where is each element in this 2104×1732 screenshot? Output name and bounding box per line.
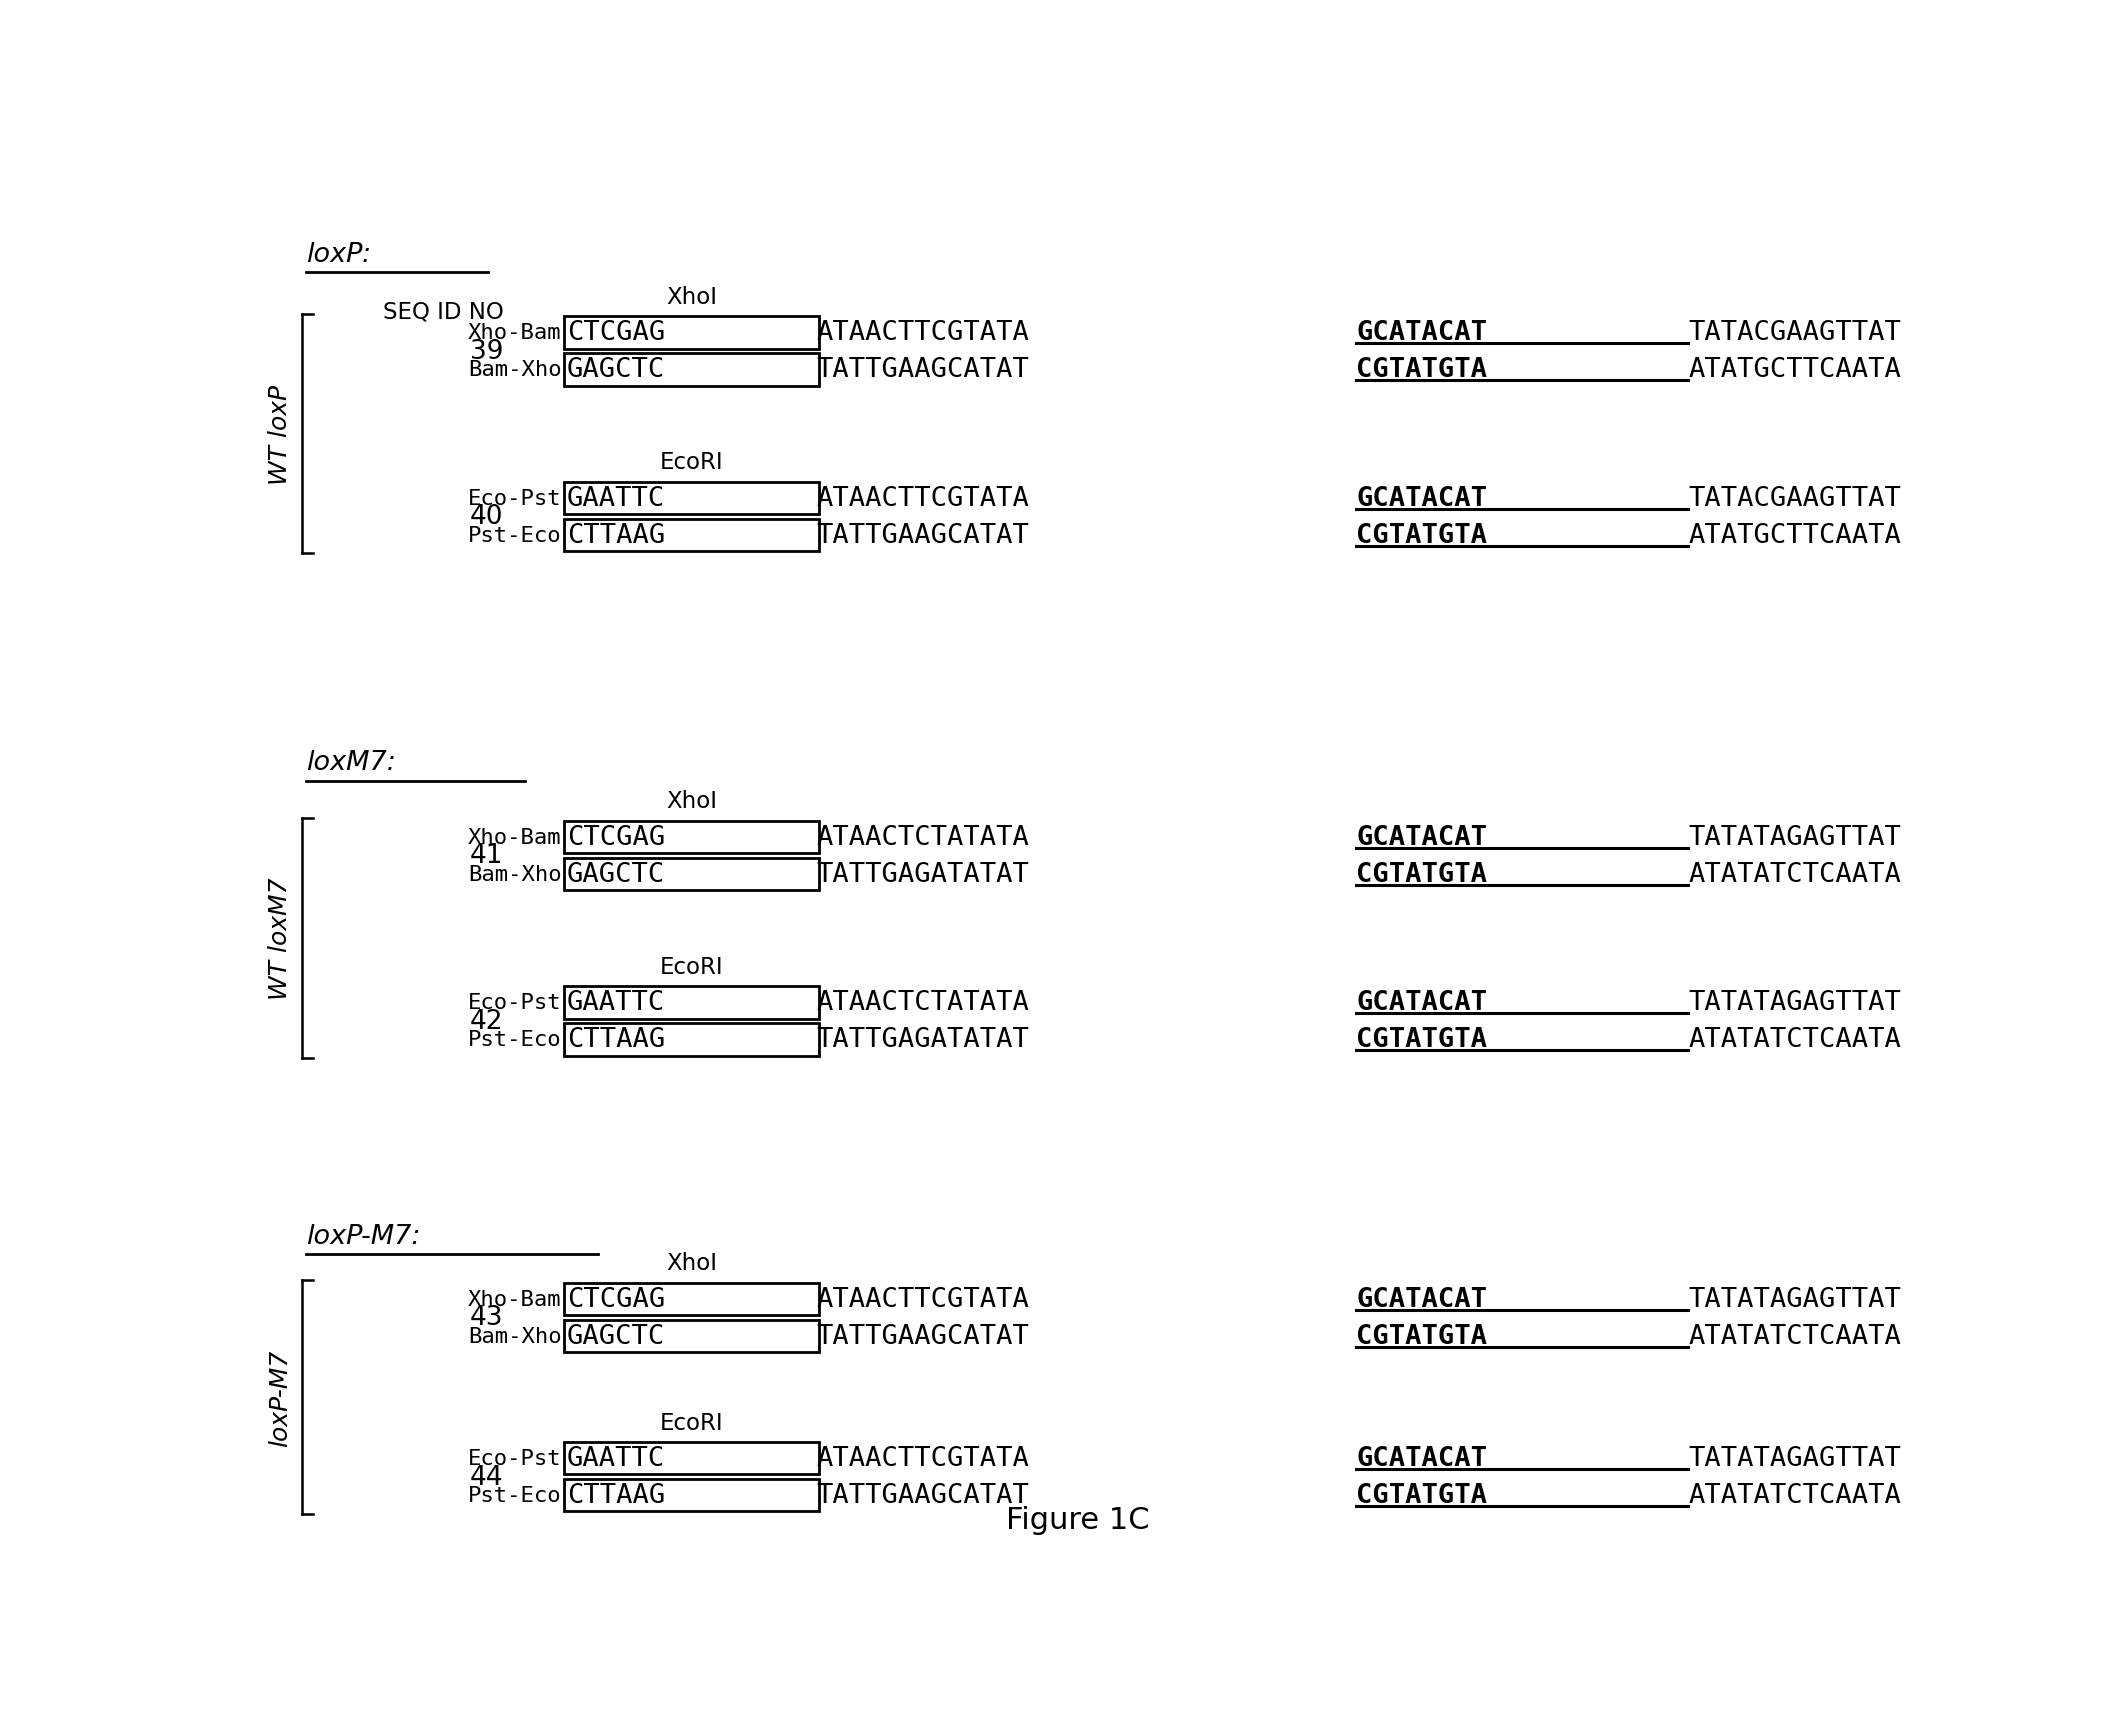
Text: Eco-Pst: Eco-Pst — [467, 992, 562, 1013]
Text: XhoI: XhoI — [667, 1252, 717, 1275]
Text: ATAACTTCGTATA: ATAACTTCGTATA — [816, 1446, 1029, 1472]
Text: CTCGAG: CTCGAG — [566, 824, 665, 850]
Text: Bam-Xho: Bam-Xho — [467, 360, 562, 381]
Text: EcoRI: EcoRI — [661, 450, 724, 475]
Text: ATATATCTCAATA: ATATATCTCAATA — [1687, 1483, 1902, 1509]
Text: CTCGAG: CTCGAG — [566, 1287, 665, 1313]
Text: loxP-M7: loxP-M7 — [267, 1349, 292, 1446]
Text: Bam-Xho: Bam-Xho — [467, 1327, 562, 1346]
Text: CGTATGTA: CGTATGTA — [1357, 1027, 1488, 1053]
Text: 39: 39 — [469, 339, 503, 365]
Text: TATTGAAGCATAT: TATTGAAGCATAT — [816, 357, 1029, 383]
Text: ATAACTTCGTATA: ATAACTTCGTATA — [816, 1287, 1029, 1313]
Text: loxM7:: loxM7: — [305, 750, 396, 776]
Text: Xho-Bam: Xho-Bam — [467, 324, 562, 343]
Bar — [564, 821, 818, 854]
Text: TATACGAAGTTAT: TATACGAAGTTAT — [1687, 485, 1902, 511]
Text: GAGCTC: GAGCTC — [566, 357, 665, 383]
Text: TATACGAAGTTAT: TATACGAAGTTAT — [1687, 320, 1902, 346]
Text: TATATAGAGTTAT: TATATAGAGTTAT — [1687, 824, 1902, 850]
Text: GAATTC: GAATTC — [566, 989, 665, 1015]
Text: TATTGAGATATAT: TATTGAGATATAT — [816, 861, 1029, 887]
Text: loxP:: loxP: — [305, 242, 370, 268]
Text: GCATACAT: GCATACAT — [1357, 989, 1488, 1015]
Text: TATATAGAGTTAT: TATATAGAGTTAT — [1687, 989, 1902, 1015]
Bar — [564, 857, 818, 890]
Text: 43: 43 — [469, 1304, 503, 1330]
Text: CGTATGTA: CGTATGTA — [1357, 1483, 1488, 1509]
Bar — [564, 317, 818, 350]
Text: ATAACTCTATATA: ATAACTCTATATA — [816, 989, 1029, 1015]
Bar — [564, 483, 818, 514]
Text: CTCGAG: CTCGAG — [566, 320, 665, 346]
Text: XhoI: XhoI — [667, 286, 717, 308]
Text: TATTGAGATATAT: TATTGAGATATAT — [816, 1027, 1029, 1053]
Text: ATAACTTCGTATA: ATAACTTCGTATA — [816, 320, 1029, 346]
Text: GAGCTC: GAGCTC — [566, 861, 665, 887]
Text: TATATAGAGTTAT: TATATAGAGTTAT — [1687, 1446, 1902, 1472]
Text: GAGCTC: GAGCTC — [566, 1323, 665, 1349]
Text: ATAACTTCGTATA: ATAACTTCGTATA — [816, 485, 1029, 511]
Text: 42: 42 — [469, 1008, 503, 1034]
Text: EcoRI: EcoRI — [661, 1412, 724, 1434]
Text: CGTATGTA: CGTATGTA — [1357, 861, 1488, 887]
Text: GCATACAT: GCATACAT — [1357, 1446, 1488, 1472]
Text: WT loxM7: WT loxM7 — [267, 878, 292, 999]
Bar — [564, 987, 818, 1018]
Text: Eco-Pst: Eco-Pst — [467, 1448, 562, 1469]
Text: XhoI: XhoI — [667, 790, 717, 812]
Bar — [564, 520, 818, 553]
Text: Bam-Xho: Bam-Xho — [467, 864, 562, 885]
Text: GCATACAT: GCATACAT — [1357, 320, 1488, 346]
Bar — [564, 1320, 818, 1353]
Text: CTTAAG: CTTAAG — [566, 1483, 665, 1509]
Text: GCATACAT: GCATACAT — [1357, 485, 1488, 511]
Bar — [564, 1283, 818, 1315]
Text: ATATATCTCAATA: ATATATCTCAATA — [1687, 1323, 1902, 1349]
Bar — [564, 353, 818, 386]
Text: CTTAAG: CTTAAG — [566, 523, 665, 549]
Text: CGTATGTA: CGTATGTA — [1357, 357, 1488, 383]
Text: loxP-M7:: loxP-M7: — [305, 1223, 421, 1249]
Text: CGTATGTA: CGTATGTA — [1357, 523, 1488, 549]
Text: TATATAGAGTTAT: TATATAGAGTTAT — [1687, 1287, 1902, 1313]
Text: GAATTC: GAATTC — [566, 485, 665, 511]
Text: CTTAAG: CTTAAG — [566, 1027, 665, 1053]
Text: Xho-Bam: Xho-Bam — [467, 828, 562, 847]
Text: GAATTC: GAATTC — [566, 1446, 665, 1472]
Text: 44: 44 — [469, 1464, 503, 1490]
Text: EcoRI: EcoRI — [661, 954, 724, 979]
Text: GCATACAT: GCATACAT — [1357, 1287, 1488, 1313]
Text: 41: 41 — [469, 843, 503, 869]
Text: ATATGCTTCAATA: ATATGCTTCAATA — [1687, 523, 1902, 549]
Text: ATATATCTCAATA: ATATATCTCAATA — [1687, 1027, 1902, 1053]
Text: TATTGAAGCATAT: TATTGAAGCATAT — [816, 1483, 1029, 1509]
Text: Pst-Eco: Pst-Eco — [467, 1486, 562, 1505]
Text: WT loxP: WT loxP — [267, 385, 292, 485]
Text: TATTGAAGCATAT: TATTGAAGCATAT — [816, 1323, 1029, 1349]
Text: Eco-Pst: Eco-Pst — [467, 488, 562, 509]
Text: Pst-Eco: Pst-Eco — [467, 1031, 562, 1050]
Text: Xho-Bam: Xho-Bam — [467, 1289, 562, 1309]
Text: GCATACAT: GCATACAT — [1357, 824, 1488, 850]
Text: 40: 40 — [469, 504, 503, 530]
Text: Pst-Eco: Pst-Eco — [467, 527, 562, 546]
Text: Figure 1C: Figure 1C — [1006, 1505, 1151, 1535]
Text: ATATATCTCAATA: ATATATCTCAATA — [1687, 861, 1902, 887]
Text: SEQ ID NO: SEQ ID NO — [383, 300, 503, 324]
Bar — [564, 1479, 818, 1512]
Text: ATATGCTTCAATA: ATATGCTTCAATA — [1687, 357, 1902, 383]
Text: CGTATGTA: CGTATGTA — [1357, 1323, 1488, 1349]
Bar — [564, 1024, 818, 1057]
Text: ATAACTCTATATA: ATAACTCTATATA — [816, 824, 1029, 850]
Bar — [564, 1443, 818, 1474]
Text: TATTGAAGCATAT: TATTGAAGCATAT — [816, 523, 1029, 549]
